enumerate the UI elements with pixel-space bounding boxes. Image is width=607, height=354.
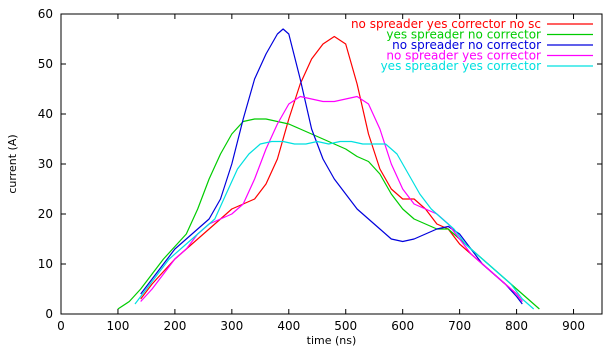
x-tick-label: 500	[334, 319, 357, 333]
series-4	[140, 95, 523, 302]
x-tick-label: 0	[57, 319, 65, 333]
series-line	[134, 140, 535, 310]
y-axis-ticks: 0 10 20 30 40 50 60	[38, 7, 602, 321]
y-tick-label: 30	[38, 157, 53, 171]
y-axis-label: current (A)	[6, 134, 19, 193]
y-tick-label: 40	[38, 107, 53, 121]
x-axis-ticks: 0 100 200 300 400 500 600 700 800 900	[57, 14, 585, 333]
series-line	[140, 95, 523, 302]
series-line	[117, 118, 540, 310]
x-tick-label: 200	[163, 319, 186, 333]
series-5	[134, 140, 535, 310]
y-tick-label: 10	[38, 257, 53, 271]
x-tick-label: 800	[505, 319, 528, 333]
legend-label: no spreader no corrector	[392, 38, 541, 52]
x-tick-label: 300	[220, 319, 243, 333]
y-tick-label: 50	[38, 57, 53, 71]
legend-label: yes spreader no corrector	[386, 28, 541, 42]
y-tick-label: 0	[45, 307, 53, 321]
series-2	[117, 118, 540, 310]
series-line	[140, 35, 523, 302]
series-3	[140, 28, 523, 305]
series-group	[117, 28, 540, 310]
y-tick-label: 20	[38, 207, 53, 221]
series-1	[140, 35, 523, 302]
legend-label: yes spreader yes corrector	[381, 59, 541, 73]
x-axis-label: time (ns)	[307, 334, 357, 347]
x-tick-label: 600	[391, 319, 414, 333]
x-tick-label: 900	[562, 319, 585, 333]
x-tick-label: 700	[448, 319, 471, 333]
legend-label: no spreader yes corrector no sc	[351, 17, 541, 31]
y-tick-label: 60	[38, 7, 53, 21]
legend-label: no spreader yes corrector	[386, 49, 541, 63]
x-tick-label: 100	[106, 319, 129, 333]
series-line	[140, 28, 523, 305]
x-tick-label: 400	[277, 319, 300, 333]
